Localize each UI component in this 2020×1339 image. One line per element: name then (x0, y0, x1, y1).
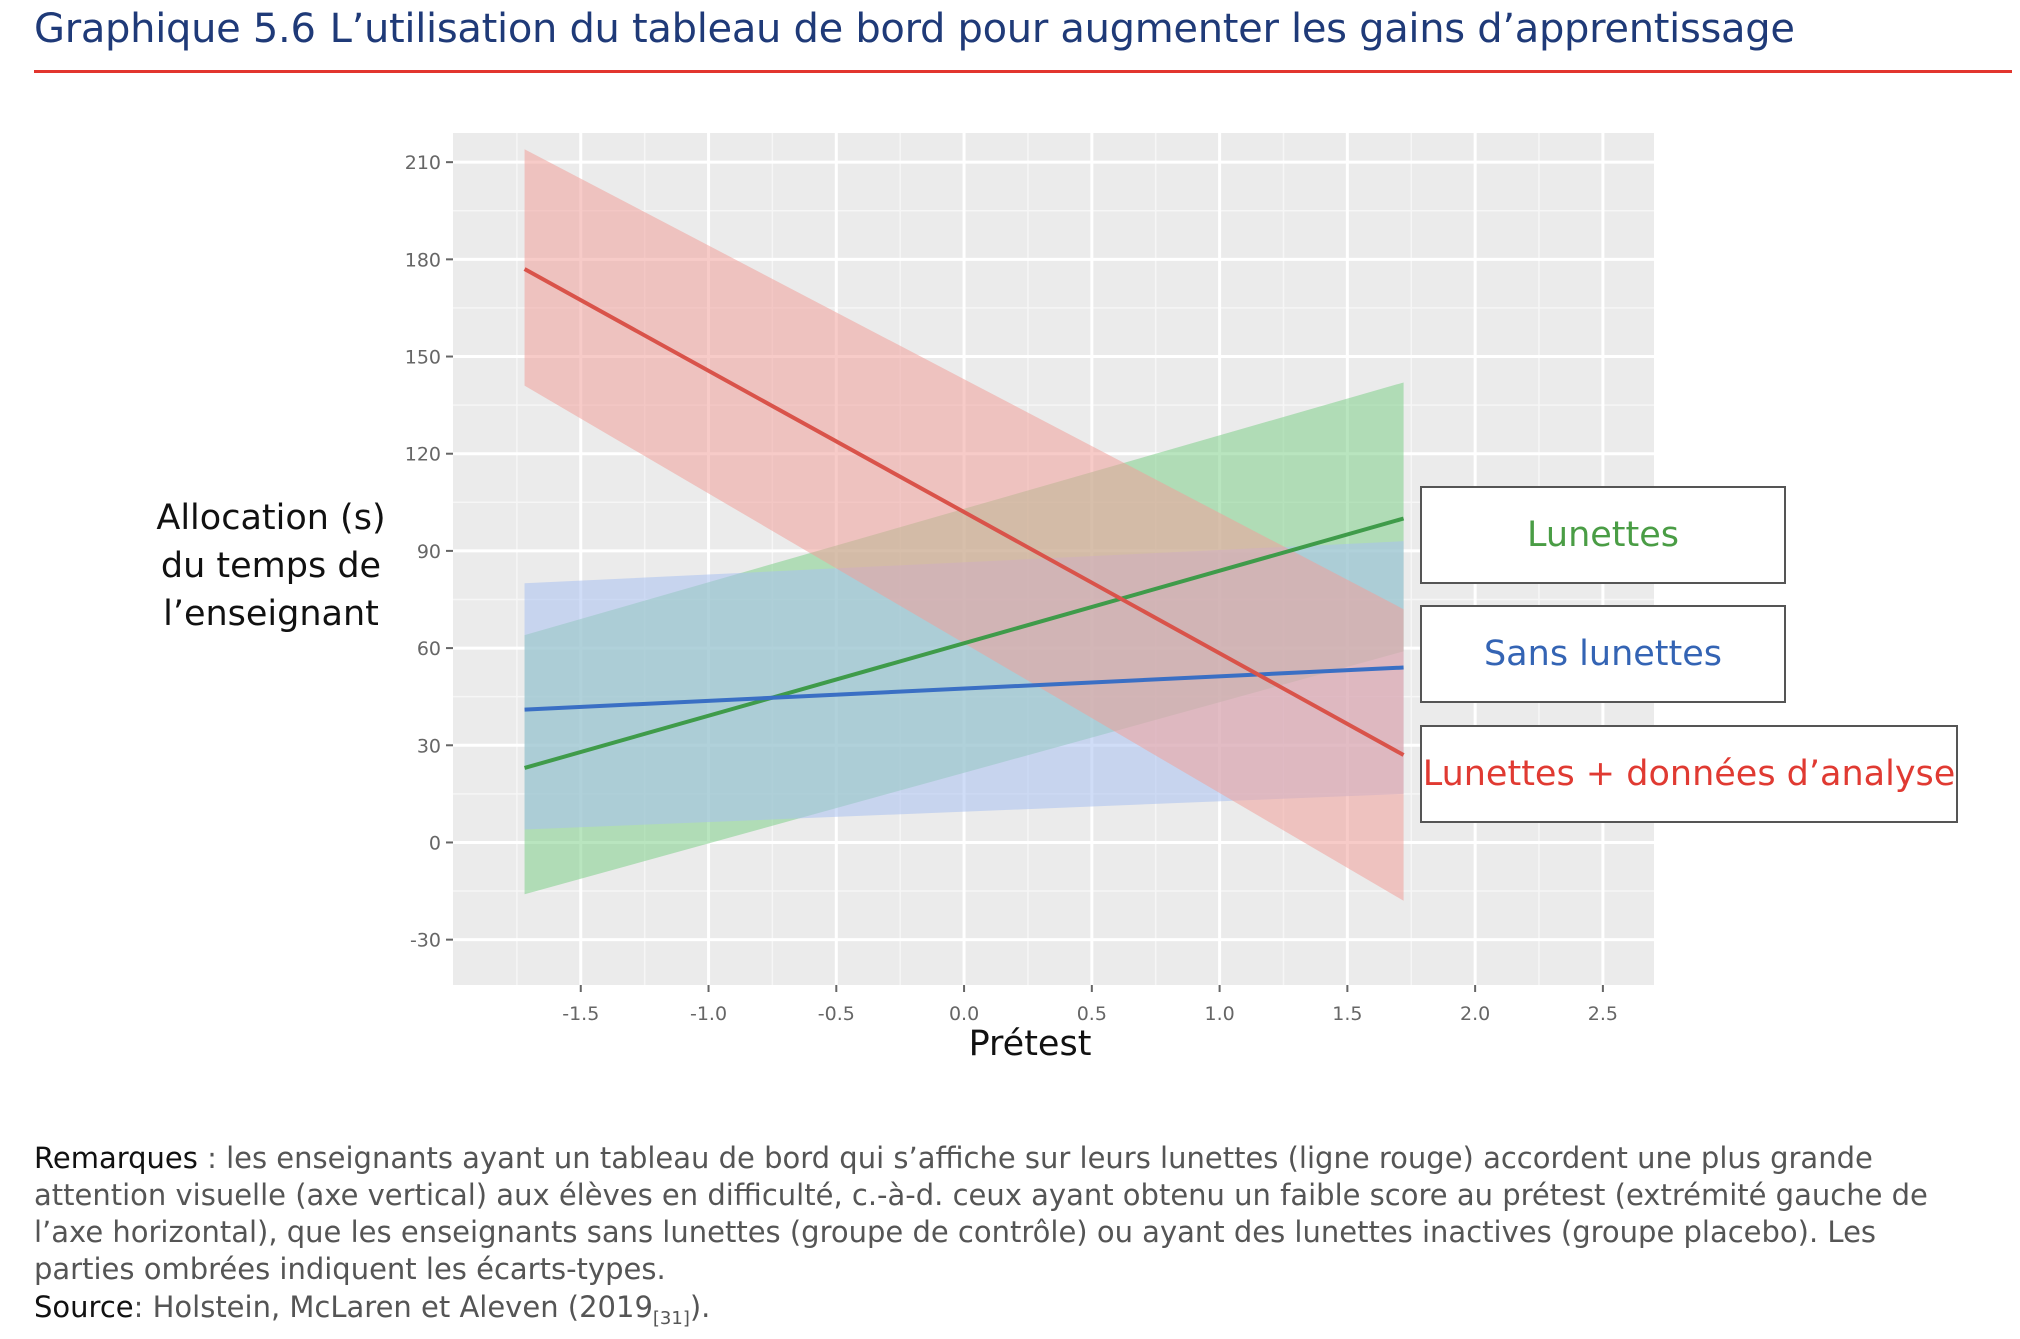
legend-item-sans-lunettes: Sans lunettes (1420, 605, 1786, 703)
confidence-band (524, 149, 1404, 901)
source: Source: Holstein, McLaren et Aleven (201… (34, 1290, 710, 1329)
y-tick-label: 120 (405, 444, 441, 466)
y-tick-label: 90 (417, 541, 441, 563)
y-axis-label: Allocation (s) du temps de l’enseignant (140, 494, 402, 638)
series-line (523, 267, 1405, 757)
legend-label: Lunettes (1527, 515, 1679, 555)
source-text: : Holstein, McLaren et Aleven (2019 (133, 1290, 653, 1324)
source-label: Source (34, 1290, 134, 1324)
x-tick-label: 1.5 (1332, 1003, 1362, 1025)
y-axis-label-line: Allocation (s) (156, 498, 386, 538)
title-rule (34, 70, 2012, 73)
source-ref: [31] (652, 1307, 690, 1329)
notes: Remarques : les enseignants ayant un tab… (34, 1140, 1984, 1288)
x-tick-label: -0.5 (818, 1003, 855, 1025)
x-axis-label: Prétest (968, 1024, 1092, 1064)
x-tick-label: 1.0 (1204, 1003, 1234, 1025)
legend-label: Sans lunettes (1483, 634, 1723, 674)
source-end: ). (689, 1290, 711, 1324)
figure-number: Graphique 5.6 (34, 6, 316, 52)
x-tick-label: 0.5 (1077, 1003, 1107, 1025)
x-tick-label: 0.0 (949, 1003, 979, 1025)
legend-item-lunettes: Lunettes (1420, 486, 1786, 584)
figure-title: Graphique 5.6 L’utilisation du tableau de… (34, 6, 1795, 52)
y-axis-label-line: du temps de (160, 546, 382, 586)
y-tick-label: 210 (405, 152, 441, 174)
x-tick-label: -1.5 (562, 1003, 599, 1025)
y-tick-label: 180 (405, 249, 441, 271)
legend-item-lunettes-donnees: Lunettes + données d’analyse (1420, 725, 1958, 823)
legend-label: Lunettes + données d’analyse (1422, 754, 1956, 794)
x-tick-label: 2.0 (1460, 1003, 1490, 1025)
y-tick-label: 60 (417, 638, 441, 660)
figure-title-text: L’utilisation du tableau de bord pour au… (329, 6, 1795, 52)
notes-text: : les enseignants ayant un tableau de bo… (34, 1141, 1928, 1286)
x-tick-label: -1.0 (690, 1003, 727, 1025)
y-axis-label-line: l’enseignant (163, 594, 379, 634)
x-tick-label: 2.5 (1588, 1003, 1618, 1025)
y-tick-label: -30 (410, 930, 441, 952)
notes-label: Remarques (34, 1141, 198, 1175)
y-tick-label: 30 (417, 735, 441, 757)
series-line (524, 516, 1405, 770)
y-tick-label: 0 (429, 832, 441, 854)
y-tick-label: 150 (405, 347, 441, 369)
